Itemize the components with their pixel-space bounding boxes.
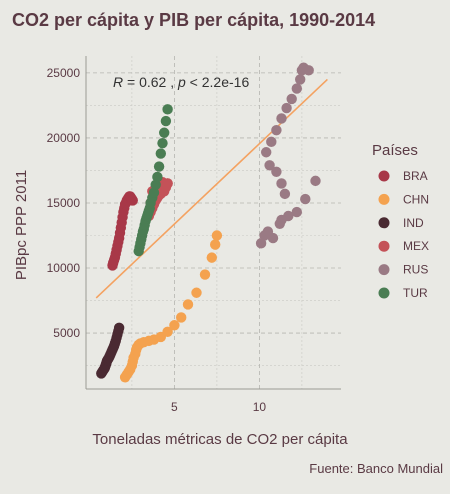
points [96,62,321,383]
point-tur [159,127,170,138]
y-tick-label: 20000 [47,131,81,145]
point-tur [153,161,165,172]
point-tur [162,104,173,115]
legend-label-mex: MEX [403,239,429,253]
point-tur [150,179,161,190]
point-tur [148,187,160,198]
annotation-p: p [177,74,186,90]
point-rus [276,178,287,189]
point-chn [182,299,194,310]
point-chn [199,269,211,280]
point-tur [155,148,166,159]
point-rus [276,214,287,226]
point-rus [276,113,287,124]
point-chn [162,326,173,337]
point-rus [291,206,302,218]
y-axis-title: PIBpc PPP 2011 [13,170,30,280]
point-chn [169,320,180,331]
legend-label-chn: CHN [403,192,429,206]
point-chn [210,239,221,250]
chart-title: CO2 per cápita y PIB per cápita, 1990-20… [12,10,375,30]
point-rus [291,83,302,94]
point-rus [286,93,297,105]
x-axis-title: Toneladas métricas de CO2 per cápita [92,431,348,448]
plot-panel [86,56,341,389]
point-rus [271,166,282,177]
legend-key-chn [378,193,390,205]
annotation-rest: < 2.2e-16 [186,74,250,90]
point-mex [162,178,173,189]
legend-key-ind [378,217,390,229]
x-tick-label: 10 [253,400,267,414]
point-chn [206,252,217,263]
y-tick-label: 10000 [47,261,81,275]
point-rus [266,136,277,148]
point-rus [255,238,267,249]
legend-key-mex [378,240,390,252]
point-rus [303,65,314,76]
point-rus [267,232,279,244]
y-tick-label: 5000 [53,326,80,340]
legend-key-tur [378,287,390,299]
legend-key-rus [378,264,390,276]
annotation-eq: = 0.62 , [123,74,178,90]
legend: Países BRA CHN IND MEX RUS TUR [372,142,429,303]
point-bra [127,195,138,206]
point-tur [152,171,163,183]
point-rus [310,175,321,187]
point-chn [191,287,202,298]
point-tur [160,115,172,127]
legend-label-bra: BRA [403,169,428,183]
annotation-r: R [113,74,123,90]
caption: Fuente: Banco Mundial [309,461,443,476]
legend-label-ind: IND [403,216,424,230]
axes: 5 10 5000 10000 15000 20000 25000 [47,56,341,414]
legend-title: Países [372,142,418,159]
point-ind [113,322,125,334]
point-chn [176,312,187,323]
point-rus [281,102,292,114]
y-tick-label: 25000 [47,66,81,80]
point-rus [264,160,275,171]
point-rus [295,74,306,85]
legend-key-bra [378,170,390,182]
correlation-annotation: R = 0.62 , p < 2.2e-16 [113,74,249,90]
point-rus [300,193,311,205]
point-rus [271,124,282,136]
point-chn [211,230,223,241]
y-tick-label: 15000 [47,196,81,210]
point-rus [261,147,272,158]
trend-line-group [95,78,328,299]
point-rus [279,188,291,200]
trend-line [95,78,328,299]
x-tick-label: 5 [171,400,178,414]
grid [86,56,341,389]
point-tur [157,137,168,149]
legend-label-rus: RUS [403,263,428,277]
legend-label-tur: TUR [403,286,428,300]
